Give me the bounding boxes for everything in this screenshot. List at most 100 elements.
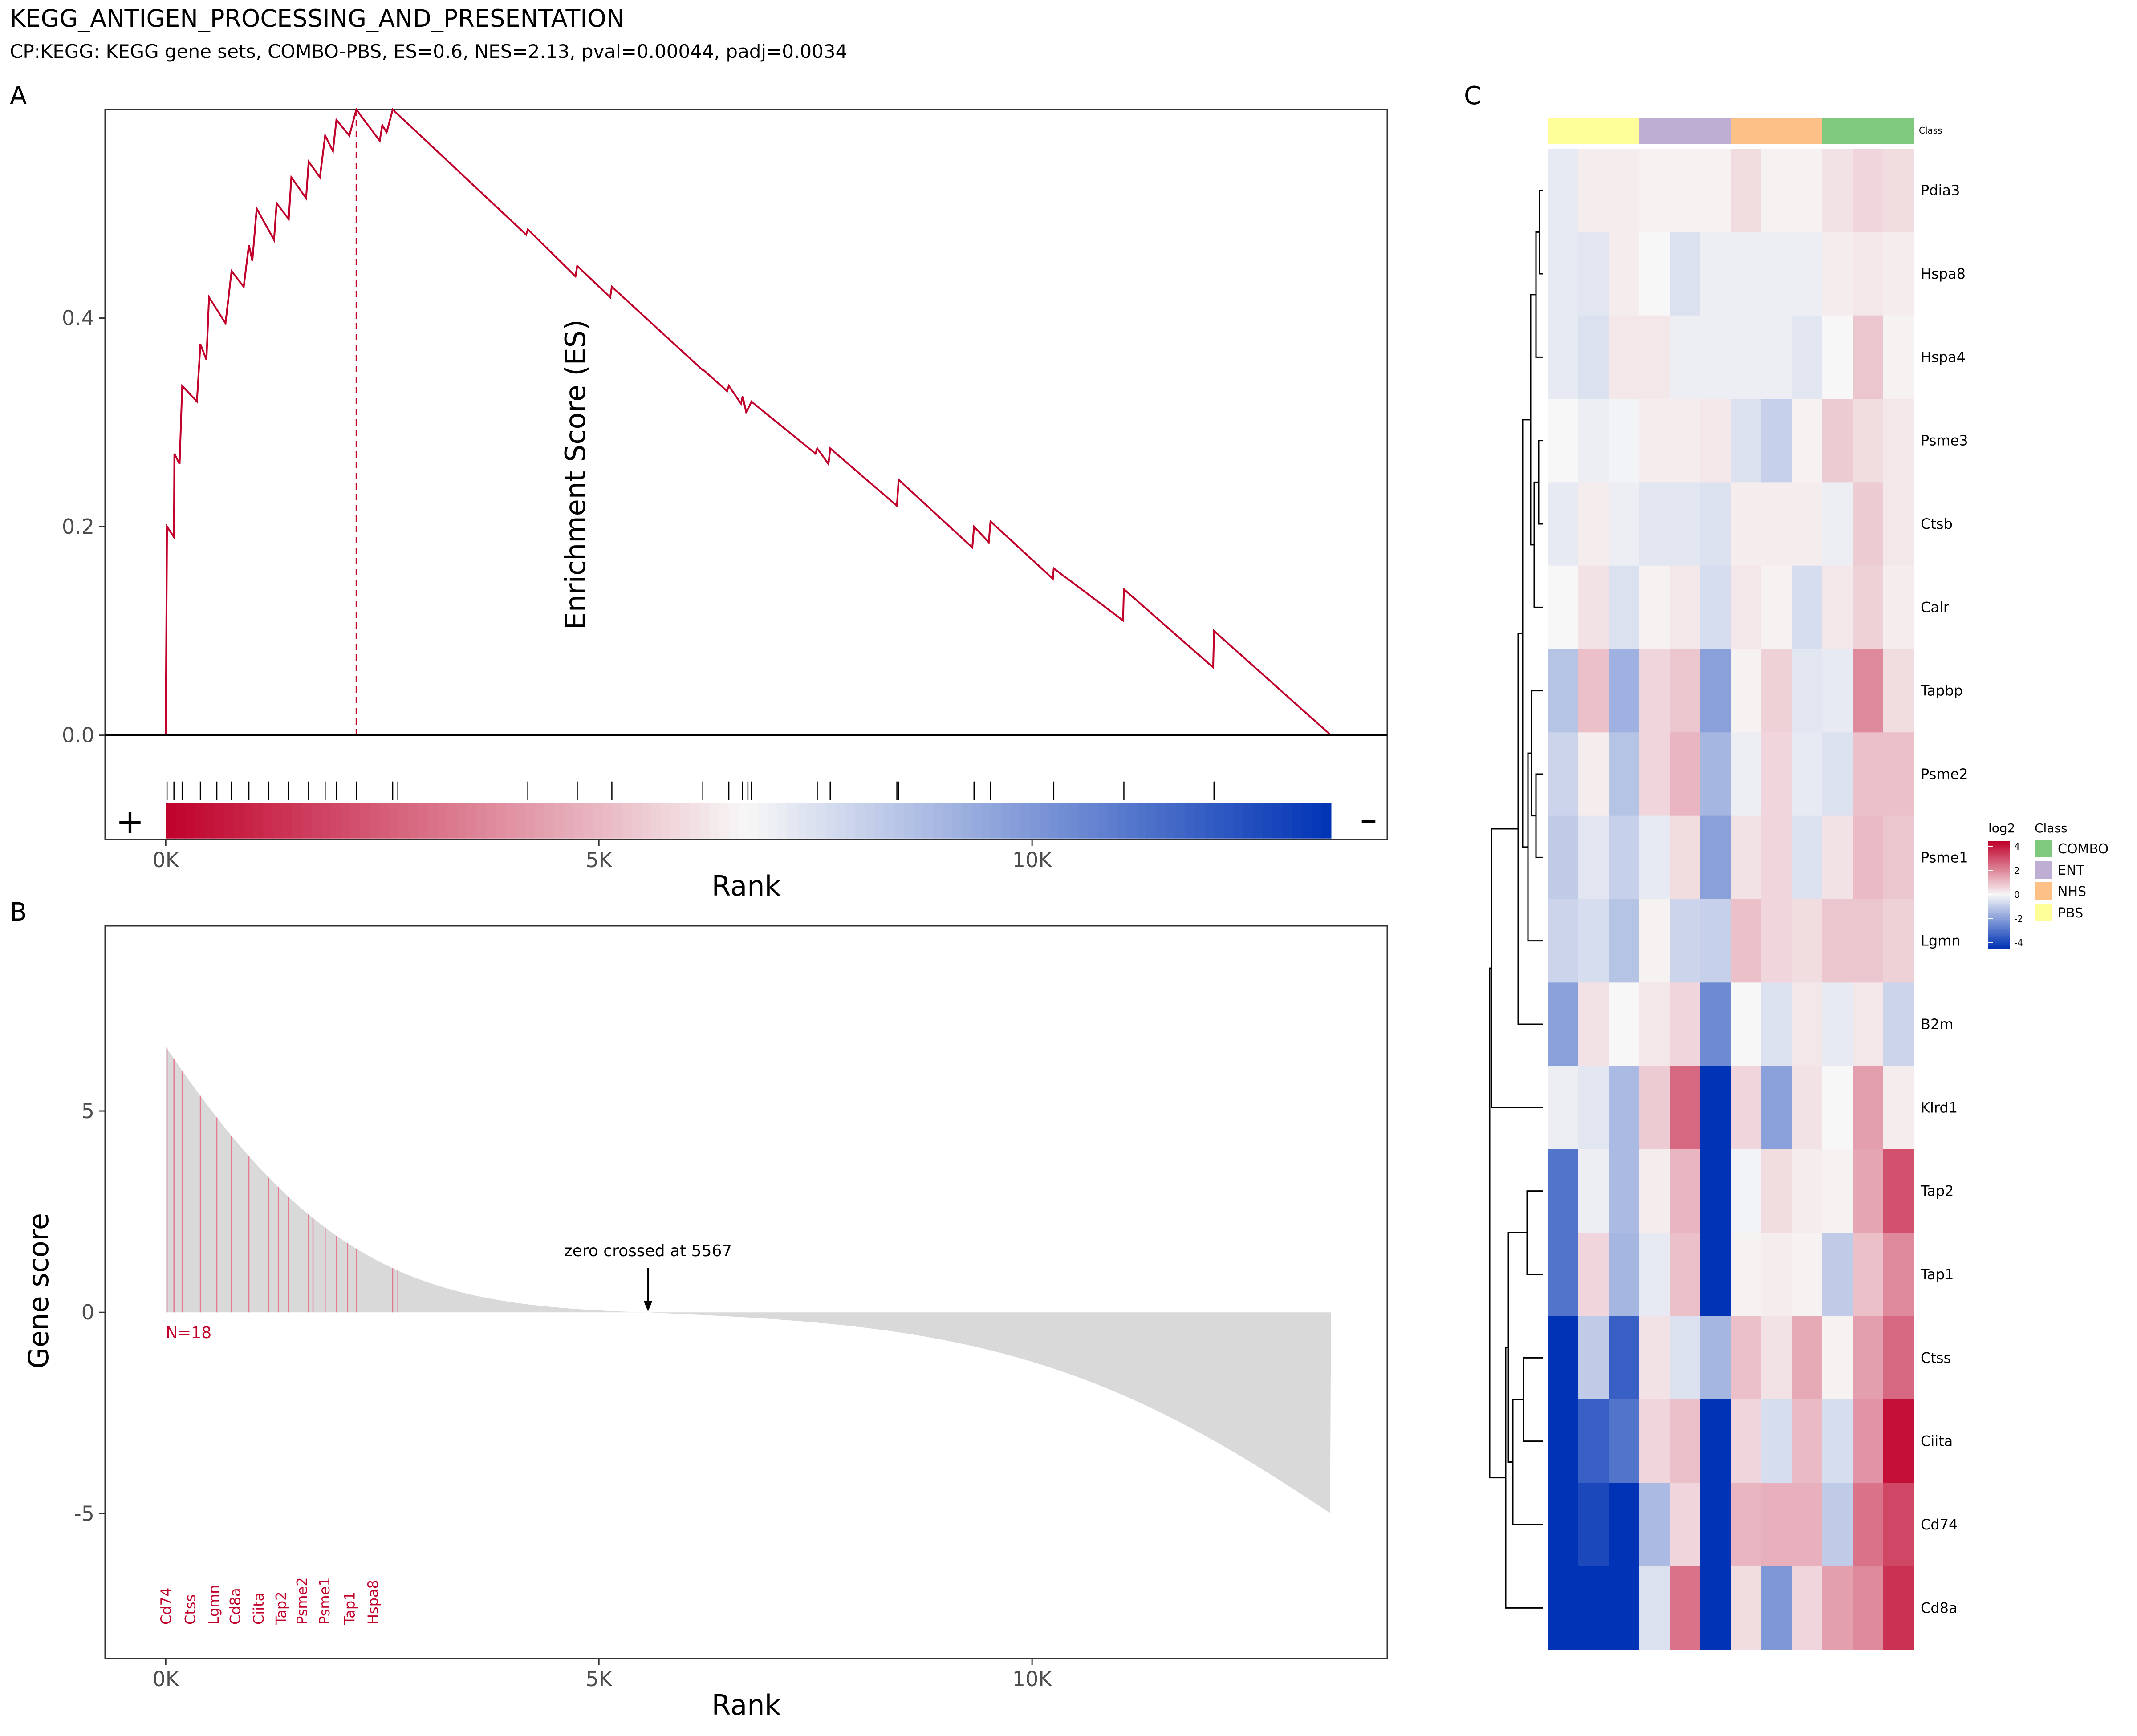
rank-gradient-segment — [894, 803, 904, 839]
color-legend-segment — [1988, 914, 2010, 917]
rank-gradient-segment — [370, 803, 380, 839]
heatmap-cell — [1792, 1399, 1822, 1483]
heatmap-cell — [1639, 565, 1670, 649]
rank-gradient-segment — [398, 803, 409, 839]
color-legend-segment — [1988, 946, 2010, 949]
color-legend-segment — [1988, 859, 2010, 861]
color-legend-segment — [1988, 873, 2010, 876]
rank-gradient-segment — [1272, 803, 1283, 839]
heatmap-cell — [1578, 1316, 1609, 1400]
rank-gradient-segment — [991, 803, 1001, 839]
zero-crossing-arrowhead — [643, 1301, 653, 1312]
heatmap-cell — [1578, 1566, 1609, 1650]
heatmap-cell — [1639, 1066, 1670, 1150]
heatmap-cell — [1792, 315, 1822, 399]
heatmap-cell — [1578, 1066, 1609, 1150]
rank-gradient-segment — [233, 803, 244, 839]
heatmap-cell — [1700, 1483, 1731, 1567]
color-legend-segment — [1988, 932, 2010, 934]
heatmap-cell — [1731, 1149, 1761, 1233]
color-legend-tick-label: -4 — [2014, 937, 2023, 948]
heatmap-cell — [1761, 1149, 1792, 1233]
heatmap-cell — [1639, 482, 1670, 566]
color-legend-segment — [1988, 902, 2010, 904]
heatmap-cell — [1609, 899, 1639, 983]
rank-gradient-segment — [467, 803, 477, 839]
heatmap-cell — [1700, 149, 1731, 232]
panel-b-xlabel: Rank — [712, 1689, 781, 1721]
heatmap-cell — [1883, 982, 1914, 1067]
heatmap-cell — [1853, 315, 1883, 399]
heatmap-cell — [1548, 899, 1578, 983]
panel-a-enrichment-plot: 0K 5K 10K 0.0 0.2 0.4 Enrichment Score (ES) R… — [62, 107, 1388, 902]
heatmap-cell — [1639, 149, 1670, 232]
heatmap-cell — [1883, 149, 1914, 232]
heatmap-cell — [1609, 1066, 1639, 1150]
rank-gradient-segment — [379, 803, 390, 839]
panel-b-ytick-label: 0 — [81, 1300, 94, 1324]
heatmap-cell — [1822, 149, 1853, 232]
heatmap-cell — [1548, 982, 1578, 1067]
heatmap-row-label: Tap2 — [1920, 1183, 1954, 1200]
heatmap-cell — [1822, 482, 1853, 566]
heatmap-cell — [1578, 1233, 1609, 1317]
color-legend-segment — [1988, 877, 2010, 879]
color-legend-segment — [1988, 936, 2010, 938]
rank-gradient-segment — [1127, 803, 1138, 839]
heatmap-cell — [1670, 815, 1700, 900]
rank-gradient-segment — [1156, 803, 1166, 839]
heatmap-row-label: Pdia3 — [1921, 182, 1960, 199]
rank-gradient-segment — [1243, 803, 1254, 839]
color-legend-segment — [1988, 856, 2010, 858]
gene-score-area — [166, 1046, 1331, 1513]
leading-gene-label: Cd8a — [227, 1588, 244, 1625]
rank-gradient-segment — [641, 803, 652, 839]
heatmap-cell — [1639, 399, 1670, 483]
color-legend-segment — [1988, 889, 2010, 892]
heatmap-cell — [1670, 982, 1700, 1067]
heatmap-cell — [1670, 482, 1700, 566]
heatmap-cell — [1822, 1399, 1853, 1483]
heatmap-cell — [1792, 232, 1822, 316]
panel-b-ytick-label: 5 — [81, 1099, 94, 1123]
panel-a-ytick-label: 0.2 — [62, 515, 94, 539]
heatmap-cell — [1700, 1066, 1731, 1150]
class-legend-label: ENT — [2058, 863, 2084, 878]
heatmap-cell — [1761, 565, 1792, 649]
rank-gradient-segment — [515, 803, 526, 839]
heatmap-cell — [1883, 899, 1914, 983]
heatmap-cell — [1822, 1066, 1853, 1150]
color-legend-segment — [1988, 875, 2010, 877]
rank-gradient-segment — [806, 803, 817, 839]
color-legend-segment — [1988, 911, 2010, 913]
color-legend-tick-label: -2 — [2014, 913, 2023, 924]
heatmap-row-label: Tap1 — [1920, 1266, 1954, 1283]
rank-gradient-segment — [1088, 803, 1099, 839]
color-legend-segment — [1988, 879, 2010, 881]
class-legend-swatch — [2035, 904, 2052, 921]
heatmap-cell — [1548, 565, 1578, 649]
heatmap-cell — [1578, 899, 1609, 983]
heatmap-cell — [1731, 1399, 1761, 1483]
heatmap-cell — [1853, 1233, 1883, 1317]
rank-gradient-segment — [796, 803, 807, 839]
heatmap-cell — [1548, 399, 1578, 483]
heatmap-cell — [1578, 149, 1609, 232]
heatmap-cell — [1609, 399, 1639, 483]
heatmap-cell — [1639, 1233, 1670, 1317]
heatmap-cell — [1761, 1399, 1792, 1483]
heatmap-cell — [1822, 1316, 1853, 1400]
color-legend-segment — [1988, 845, 2010, 847]
heatmap-cell — [1822, 1566, 1853, 1650]
figure-title: KEGG_ANTIGEN_PROCESSING_AND_PRESENTATION — [10, 4, 624, 32]
class-legend-title: Class — [2035, 821, 2068, 836]
rank-gradient-segment — [622, 803, 633, 839]
plus-label: + — [116, 802, 144, 841]
heatmap-cell — [1548, 732, 1578, 816]
heatmap-cell — [1639, 1149, 1670, 1233]
heatmap-cell — [1761, 1566, 1792, 1650]
color-legend-segment — [1988, 886, 2010, 888]
heatmap-cell — [1609, 232, 1639, 316]
rank-gradient-segment — [739, 803, 749, 839]
panel-label-b: B — [10, 898, 27, 927]
